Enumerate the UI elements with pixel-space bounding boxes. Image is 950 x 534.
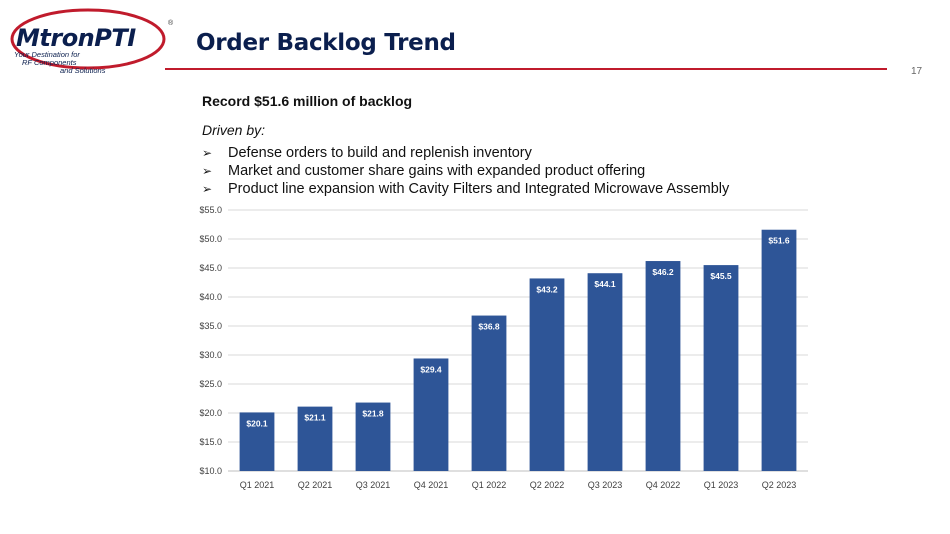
bar-data-label: $44.1 bbox=[594, 279, 616, 289]
y-tick-label: $15.0 bbox=[199, 437, 222, 447]
bar bbox=[471, 315, 507, 471]
bar-data-label: $43.2 bbox=[536, 284, 558, 294]
bar-data-label: $46.2 bbox=[652, 267, 674, 277]
y-tick-label: $35.0 bbox=[199, 321, 222, 331]
bar-data-label: $51.6 bbox=[768, 236, 790, 246]
bar bbox=[703, 265, 739, 471]
bar bbox=[761, 229, 797, 471]
y-tick-label: $25.0 bbox=[199, 379, 222, 389]
y-tick-label: $40.0 bbox=[199, 292, 222, 302]
logo-tagline-line-1: Your Destination for bbox=[14, 50, 80, 59]
x-tick-label: Q2 2021 bbox=[298, 480, 333, 490]
x-tick-label: Q3 2023 bbox=[588, 480, 623, 490]
bullet-text: Defense orders to build and replenish in… bbox=[228, 145, 532, 161]
logo-brand-text: MtronPTI bbox=[16, 24, 136, 52]
y-tick-label: $50.0 bbox=[199, 234, 222, 244]
bar bbox=[645, 261, 681, 471]
bar-data-label: $45.5 bbox=[710, 271, 732, 281]
logo-registered-mark: ® bbox=[168, 20, 174, 27]
y-tick-label: $30.0 bbox=[199, 350, 222, 360]
headline: Record $51.6 million of backlog bbox=[202, 93, 413, 109]
bullet-text: Product line expansion with Cavity Filte… bbox=[228, 181, 730, 197]
bar bbox=[587, 273, 623, 471]
bar bbox=[529, 278, 565, 471]
bullet-list: ➢ Defense orders to build and replenish i… bbox=[202, 144, 729, 198]
title-divider bbox=[165, 68, 887, 70]
arrow-bullet-icon: ➢ bbox=[202, 182, 213, 196]
bullet-item: ➢ Defense orders to build and replenish i… bbox=[202, 144, 729, 162]
x-tick-label: Q1 2022 bbox=[472, 480, 507, 490]
bar-data-label: $21.8 bbox=[362, 409, 384, 419]
driven-by-label: Driven by: bbox=[202, 122, 266, 138]
bullet-item: ➢ Product line expansion with Cavity Filt… bbox=[202, 180, 729, 198]
bullet-text: Market and customer share gains with exp… bbox=[228, 163, 646, 179]
bar-data-label: $21.1 bbox=[304, 413, 326, 423]
x-tick-label: Q1 2021 bbox=[240, 480, 275, 490]
bar-data-label: $29.4 bbox=[420, 364, 442, 374]
x-tick-label: Q4 2022 bbox=[646, 480, 681, 490]
bullet-item: ➢ Market and customer share gains with ex… bbox=[202, 162, 729, 180]
y-tick-label: $45.0 bbox=[199, 263, 222, 273]
x-tick-label: Q2 2023 bbox=[762, 480, 797, 490]
logo-swoosh-icon bbox=[10, 8, 166, 70]
bar bbox=[413, 358, 449, 471]
x-tick-label: Q3 2021 bbox=[356, 480, 391, 490]
y-tick-label: $55.0 bbox=[199, 205, 222, 215]
bar-data-label: $20.1 bbox=[246, 418, 268, 428]
y-tick-label: $10.0 bbox=[199, 466, 222, 476]
arrow-bullet-icon: ➢ bbox=[202, 146, 213, 160]
page-number: 17 bbox=[911, 66, 923, 77]
y-tick-label: $20.0 bbox=[199, 408, 222, 418]
bar bbox=[355, 402, 391, 471]
x-tick-label: Q1 2023 bbox=[704, 480, 739, 490]
slide-title: Order Backlog Trend bbox=[196, 30, 456, 56]
bar-data-label: $36.8 bbox=[478, 322, 500, 332]
bar bbox=[239, 412, 275, 471]
x-tick-label: Q2 2022 bbox=[530, 480, 565, 490]
arrow-bullet-icon: ➢ bbox=[202, 164, 213, 178]
company-logo: MtronPTI ® Your Destination for RF Compo… bbox=[8, 6, 173, 76]
logo-tagline-line-2: RF Components bbox=[22, 58, 77, 67]
logo-tagline-line-3: and Solutions bbox=[60, 66, 106, 75]
bar bbox=[297, 406, 333, 471]
x-tick-label: Q4 2021 bbox=[414, 480, 449, 490]
